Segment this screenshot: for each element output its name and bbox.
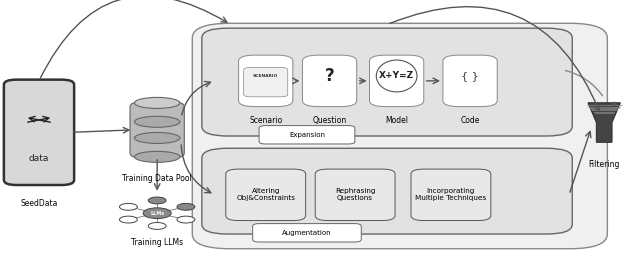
Text: Training LLMs: Training LLMs	[131, 238, 183, 247]
Text: Model: Model	[385, 116, 408, 125]
Ellipse shape	[376, 60, 417, 92]
Polygon shape	[588, 103, 620, 142]
Text: Scenario: Scenario	[249, 116, 282, 125]
Text: LLMs: LLMs	[150, 211, 164, 216]
Ellipse shape	[134, 151, 180, 162]
Text: { }: { }	[461, 71, 479, 81]
Circle shape	[120, 216, 138, 223]
Text: X+Y=Z: X+Y=Z	[379, 71, 414, 80]
FancyBboxPatch shape	[411, 169, 491, 221]
Text: SeedData: SeedData	[20, 199, 58, 208]
FancyBboxPatch shape	[369, 55, 424, 107]
Circle shape	[148, 222, 166, 229]
Text: Augmentation: Augmentation	[282, 230, 332, 236]
Text: Filtering: Filtering	[589, 160, 620, 169]
Text: Rephrasing
Questions: Rephrasing Questions	[335, 188, 376, 201]
Text: ✦: ✦	[610, 100, 618, 110]
FancyBboxPatch shape	[202, 148, 572, 234]
Ellipse shape	[134, 98, 180, 108]
Circle shape	[177, 203, 195, 210]
Text: Altering
Obj&Constraints: Altering Obj&Constraints	[236, 188, 295, 201]
FancyBboxPatch shape	[4, 80, 74, 185]
Circle shape	[143, 208, 172, 219]
Ellipse shape	[134, 132, 180, 143]
Text: data: data	[29, 154, 49, 163]
Circle shape	[120, 203, 138, 210]
FancyBboxPatch shape	[130, 102, 184, 158]
FancyBboxPatch shape	[316, 169, 395, 221]
Circle shape	[177, 216, 195, 223]
Ellipse shape	[134, 116, 180, 127]
Text: ?: ?	[324, 67, 335, 85]
Text: Incorporating
Multiple Techniques: Incorporating Multiple Techniques	[415, 188, 486, 201]
Text: Code: Code	[460, 116, 480, 125]
FancyBboxPatch shape	[259, 126, 355, 144]
Text: Expansion: Expansion	[289, 132, 325, 138]
Text: SCENARIO: SCENARIO	[253, 74, 278, 78]
FancyBboxPatch shape	[443, 55, 497, 107]
FancyBboxPatch shape	[244, 67, 288, 97]
FancyBboxPatch shape	[192, 23, 607, 249]
Text: Question: Question	[312, 116, 347, 125]
Text: Training Data Pool: Training Data Pool	[122, 174, 192, 183]
FancyBboxPatch shape	[253, 224, 361, 242]
FancyBboxPatch shape	[303, 55, 356, 107]
FancyBboxPatch shape	[226, 169, 306, 221]
FancyBboxPatch shape	[239, 55, 293, 107]
FancyBboxPatch shape	[202, 28, 572, 136]
Circle shape	[148, 197, 166, 204]
